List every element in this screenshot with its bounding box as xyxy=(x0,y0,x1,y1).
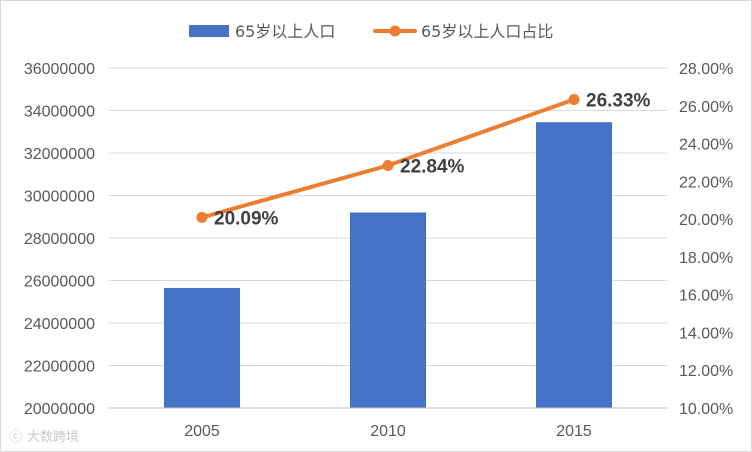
legend-bar-swatch xyxy=(189,25,229,37)
right-axis: 10.00% 12.00% 14.00% 16.00% 18.00% 20.00% 22.0… xyxy=(679,61,733,418)
right-tick-label: 18.00% xyxy=(679,250,733,267)
bar-series xyxy=(164,122,612,408)
right-tick-label: 22.00% xyxy=(679,174,733,191)
watermark-text: 大数跨境 xyxy=(27,430,79,445)
bar xyxy=(536,122,612,408)
data-label: 26.33% xyxy=(586,91,651,112)
line-series: 20.09% 22.84% 26.33% xyxy=(196,91,651,229)
x-axis: 2005 2010 2015 xyxy=(109,407,667,440)
x-tick-label: 2010 xyxy=(370,423,406,440)
left-tick-label: 20000000 xyxy=(24,401,95,418)
bar xyxy=(164,287,240,408)
right-tick-label: 10.00% xyxy=(679,401,733,418)
line-point xyxy=(382,159,394,171)
right-tick-label: 16.00% xyxy=(679,288,733,305)
right-tick-label: 26.00% xyxy=(679,99,733,116)
left-tick-label: 22000000 xyxy=(24,359,95,376)
x-tick-label: 2005 xyxy=(184,423,220,440)
left-tick-label: 30000000 xyxy=(24,189,95,206)
right-tick-label: 14.00% xyxy=(679,325,733,342)
legend-label-line: 65岁以上人口占比 xyxy=(421,22,553,41)
line-path xyxy=(200,97,576,220)
watermark-logo-icon: ⓒ xyxy=(9,430,22,445)
line-point xyxy=(568,94,580,106)
legend-line-marker xyxy=(389,25,401,37)
left-axis: 20000000 22000000 24000000 26000000 28000000… xyxy=(24,61,95,418)
right-tick-label: 28.00% xyxy=(679,61,733,78)
data-label: 20.09% xyxy=(214,208,279,229)
left-tick-label: 32000000 xyxy=(24,146,95,163)
left-tick-label: 34000000 xyxy=(24,104,95,121)
data-label: 22.84% xyxy=(400,156,465,177)
legend-label-bar: 65岁以上人口 xyxy=(235,22,335,41)
x-tick-label: 2015 xyxy=(556,423,592,440)
bar xyxy=(350,212,426,408)
line-point xyxy=(196,211,208,223)
right-tick-label: 12.00% xyxy=(679,363,733,380)
left-tick-label: 36000000 xyxy=(24,61,95,78)
left-tick-label: 28000000 xyxy=(24,231,95,248)
left-tick-label: 26000000 xyxy=(24,274,95,291)
right-tick-label: 24.00% xyxy=(679,137,733,154)
watermark: ⓒ 大数跨境 xyxy=(9,430,79,445)
legend: 65岁以上人口 65岁以上人口占比 xyxy=(189,22,553,41)
left-tick-label: 24000000 xyxy=(24,316,95,333)
right-tick-label: 20.00% xyxy=(679,212,733,229)
